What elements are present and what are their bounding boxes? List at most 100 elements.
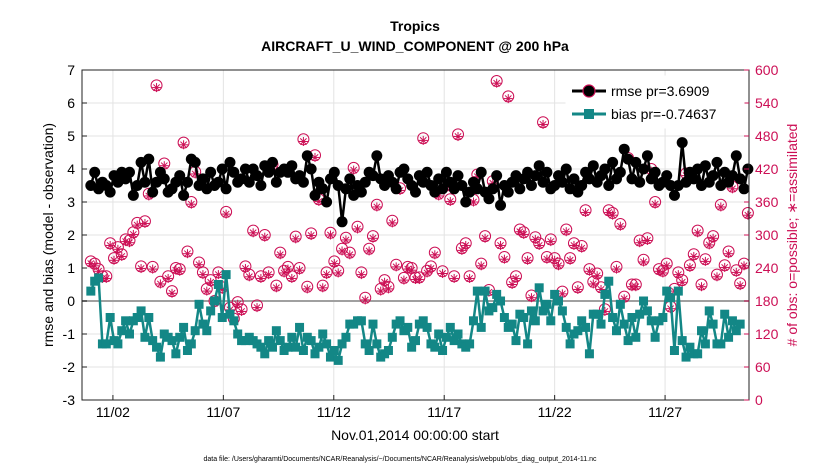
obs-assimilated-marker [716,202,726,212]
rmse-point [475,166,487,178]
asterisk-stroke [585,267,593,275]
asterisk-stroke [674,271,682,279]
obs-assimilated-marker [221,209,231,219]
asterisk-stroke [736,282,744,290]
right-tick-label: 600 [755,62,779,78]
asterisk-stroke [493,79,501,87]
bias-point [364,346,374,355]
asterisk-stroke [469,198,477,206]
obs-assimilated-marker [206,277,216,287]
asterisk-stroke [369,234,377,242]
bias-point [507,319,517,329]
obs-assimilated-marker [449,273,459,283]
bias-point [685,342,695,352]
asterisk-stroke [122,238,130,246]
bias-point [136,306,146,316]
asterisk-stroke [164,274,172,282]
bias-point [124,329,134,339]
bias-point [275,336,285,346]
asterisk-stroke [326,231,334,239]
asterisk-stroke [539,120,547,128]
bias-point [179,322,189,332]
rmse-point [390,183,402,195]
obs-assimilated-marker [519,229,529,239]
asterisk-stroke [357,271,365,279]
obs-assimilated-marker [685,262,695,272]
bias-point [221,270,231,280]
bias-point [101,339,111,349]
rmse-point [309,189,321,201]
obs-assimilated-marker [511,273,521,283]
bias-point [554,296,564,306]
bias-point [465,339,475,349]
asterisk-stroke [276,251,284,259]
asterisk-stroke [156,280,164,288]
x-axis-ticks: 11/02 11/07 11/12 11/17 11/22 11/27 [96,395,682,420]
obs-assimilated-marker [295,265,305,275]
bias-point [596,319,606,329]
rmse-point [321,196,333,208]
bias-point [669,346,679,355]
obs-assimilated-marker [743,210,753,220]
left-tick-label: 1 [67,260,75,276]
obs-assimilated-marker [677,277,687,287]
rmse-point [568,173,580,185]
obs-assimilated-marker [438,269,448,278]
obs-assimilated-marker [113,244,123,254]
asterisk-stroke [527,294,535,302]
asterisk-stroke [632,283,640,291]
x-tick-label: 11/02 [96,404,130,420]
asterisk-stroke [701,257,709,265]
bias-point [198,319,208,329]
obs-assimilated-marker [291,234,301,244]
x-tick-label: 11/27 [648,404,682,420]
obs-assimilated-marker [573,284,583,294]
x-tick-label: 11/07 [206,404,240,420]
obs-assimilated-marker [101,273,111,283]
asterisk-stroke [377,287,385,295]
asterisk-stroke [241,265,249,273]
asterisk-stroke [238,307,246,315]
obs-assimilated-marker [561,227,571,237]
bias-point [727,316,737,326]
obs-assimilated-marker [345,250,355,260]
left-axis-ticks: -3 -2 -1 0 1 2 3 4 5 6 7 [63,62,87,408]
bias-point [322,339,332,349]
obs-assimilated-marker [337,246,347,256]
obs-assimilated-marker [503,94,513,104]
legend: rmse pr=3.6909 bias pr=-0.74637 [565,75,745,129]
obs-assimilated-marker [198,270,208,280]
asterisk-stroke [350,166,358,174]
rmse-point [398,163,410,175]
bias-point [310,349,320,359]
rmse-point [599,163,611,175]
asterisk-stroke [272,284,280,292]
bias-point [337,339,347,349]
rmse-point [638,163,650,175]
obs-assimilated-marker [426,264,436,274]
rmse-point [618,143,630,155]
bias-point [256,342,266,352]
asterisk-stroke [253,304,261,312]
rmse-point [355,186,367,198]
obs-assimilated-marker [186,199,196,209]
chart-subtitle: AIRCRAFT_U_WIND_COMPONENT @ 200 hPa [261,38,569,54]
bias-point [492,289,502,299]
legend-bias-marker [584,109,594,119]
bias-point [298,346,308,355]
asterisk-stroke [292,235,300,243]
rmse-point [514,183,526,195]
rmse-point [607,156,619,168]
bias-point [403,322,413,332]
rmse-point [688,173,700,185]
legend-bias-label: bias pr=-0.74637 [611,106,717,122]
bias-point [186,339,196,349]
asterisk-stroke [176,267,184,275]
obs-assimilated-marker [418,135,428,145]
bias-point [496,296,506,306]
rmse-point [437,183,449,195]
bias-point [121,316,131,326]
asterisk-stroke [721,263,729,271]
bias-point [213,280,223,289]
bias-point [333,355,343,365]
